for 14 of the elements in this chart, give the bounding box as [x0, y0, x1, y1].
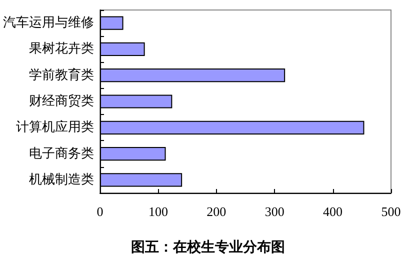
x-tick-label: 300 — [264, 204, 284, 219]
x-tick-label: 400 — [323, 204, 343, 219]
y-tick-label: 汽车运用与维修 — [3, 16, 94, 31]
x-tick-label: 500 — [381, 204, 401, 219]
y-tick-label: 学前教育类 — [29, 66, 94, 83]
y-tick-label: 计算机应用类 — [16, 119, 94, 136]
y-tick-label: 电子商务类 — [29, 146, 94, 162]
y-tick-label: 机械制造类 — [29, 172, 94, 188]
y-tick-label: 财经商贸类 — [29, 94, 94, 109]
x-tick-label: 100 — [148, 204, 168, 219]
y-tick-label: 果树花卉类 — [29, 42, 94, 57]
x-tick-label: 200 — [206, 204, 226, 219]
text: 图五：在校生专业分布图 — [131, 238, 285, 256]
x-tick-label: 0 — [96, 204, 104, 219]
